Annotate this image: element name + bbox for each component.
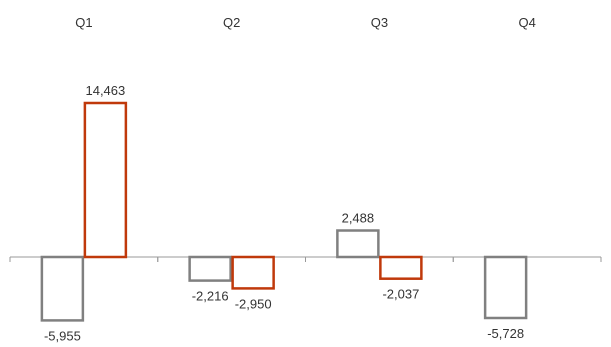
data-label: -2,216: [192, 289, 229, 304]
data-label: -5,728: [487, 326, 524, 341]
data-label: -2,950: [235, 296, 272, 311]
bar-series-1-q1: [40, 255, 85, 322]
category-label: Q1: [75, 15, 92, 30]
data-label: 2,488: [342, 211, 375, 226]
bar-series-1-q3: [336, 229, 380, 259]
data-labels: -5,955 14,463 -2,216 -2,950 2,488 -2,037 -5,72…: [44, 83, 524, 343]
bar-series-2-q2: [231, 255, 275, 290]
data-label: -2,037: [382, 287, 419, 302]
bar-series-1-q2: [188, 255, 232, 282]
category-label: Q4: [518, 15, 535, 30]
category-label: Q2: [223, 15, 240, 30]
bar-series-1-q4: [483, 255, 528, 320]
category-label: Q3: [371, 15, 388, 30]
bar-series-2-q3: [379, 255, 423, 280]
category-labels: Q1 Q2 Q3 Q4: [75, 15, 536, 30]
data-label: 14,463: [85, 83, 125, 98]
data-label: -5,955: [44, 328, 81, 343]
bar-series-2-q1: [83, 101, 128, 259]
bars: [40, 101, 528, 322]
